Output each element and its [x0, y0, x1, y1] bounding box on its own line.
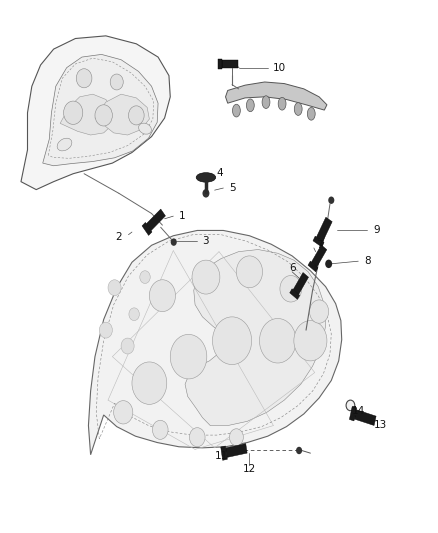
Polygon shape: [43, 54, 158, 166]
Ellipse shape: [196, 173, 216, 182]
Text: 4: 4: [216, 168, 223, 178]
Text: 2: 2: [116, 232, 122, 243]
Polygon shape: [142, 222, 152, 236]
Ellipse shape: [138, 123, 152, 134]
Text: 9: 9: [373, 225, 380, 236]
Circle shape: [114, 401, 133, 424]
Circle shape: [230, 429, 244, 446]
Polygon shape: [290, 289, 300, 300]
Circle shape: [310, 300, 328, 323]
Circle shape: [140, 271, 150, 284]
Circle shape: [64, 101, 83, 124]
Circle shape: [108, 280, 121, 296]
Polygon shape: [308, 261, 318, 272]
Polygon shape: [350, 406, 357, 421]
Circle shape: [149, 280, 176, 312]
Text: 3: 3: [203, 236, 209, 246]
Polygon shape: [95, 94, 149, 135]
Ellipse shape: [247, 99, 254, 112]
Circle shape: [280, 276, 302, 302]
Polygon shape: [221, 446, 227, 461]
Circle shape: [192, 260, 220, 294]
Text: 12: 12: [243, 464, 256, 474]
Circle shape: [99, 322, 113, 338]
Circle shape: [202, 189, 209, 198]
Ellipse shape: [278, 98, 286, 110]
Ellipse shape: [294, 103, 302, 115]
Ellipse shape: [57, 138, 72, 151]
Circle shape: [76, 69, 92, 88]
Text: 7: 7: [316, 240, 322, 251]
Ellipse shape: [233, 104, 240, 117]
Polygon shape: [222, 60, 238, 68]
Circle shape: [237, 256, 262, 288]
Polygon shape: [219, 59, 222, 69]
Circle shape: [132, 362, 167, 405]
Polygon shape: [226, 443, 247, 457]
Polygon shape: [226, 82, 327, 110]
Circle shape: [170, 334, 207, 379]
Circle shape: [212, 317, 252, 365]
Polygon shape: [21, 36, 170, 190]
Circle shape: [189, 427, 205, 447]
Polygon shape: [313, 236, 324, 247]
Polygon shape: [354, 410, 376, 425]
Polygon shape: [88, 230, 342, 455]
Text: 5: 5: [229, 183, 235, 193]
Circle shape: [152, 420, 168, 439]
Text: 10: 10: [272, 63, 286, 72]
Circle shape: [95, 105, 113, 126]
Polygon shape: [185, 249, 325, 425]
Circle shape: [325, 260, 332, 268]
Text: 14: 14: [352, 406, 365, 416]
Polygon shape: [146, 209, 166, 231]
Polygon shape: [293, 272, 308, 294]
Circle shape: [129, 308, 139, 320]
Polygon shape: [60, 94, 115, 135]
Text: 1: 1: [179, 211, 185, 221]
Text: 11: 11: [215, 451, 228, 461]
Text: 6: 6: [289, 263, 295, 272]
Circle shape: [294, 320, 327, 361]
Circle shape: [171, 238, 177, 246]
Circle shape: [121, 338, 134, 354]
Circle shape: [328, 197, 334, 204]
Circle shape: [128, 106, 144, 125]
Ellipse shape: [262, 96, 270, 109]
Text: 13: 13: [374, 419, 387, 430]
Circle shape: [259, 318, 296, 363]
Circle shape: [346, 400, 355, 411]
Ellipse shape: [307, 108, 315, 120]
Polygon shape: [317, 217, 332, 241]
Polygon shape: [311, 245, 327, 267]
Circle shape: [110, 74, 123, 90]
Circle shape: [296, 447, 302, 454]
Text: 8: 8: [364, 256, 371, 266]
